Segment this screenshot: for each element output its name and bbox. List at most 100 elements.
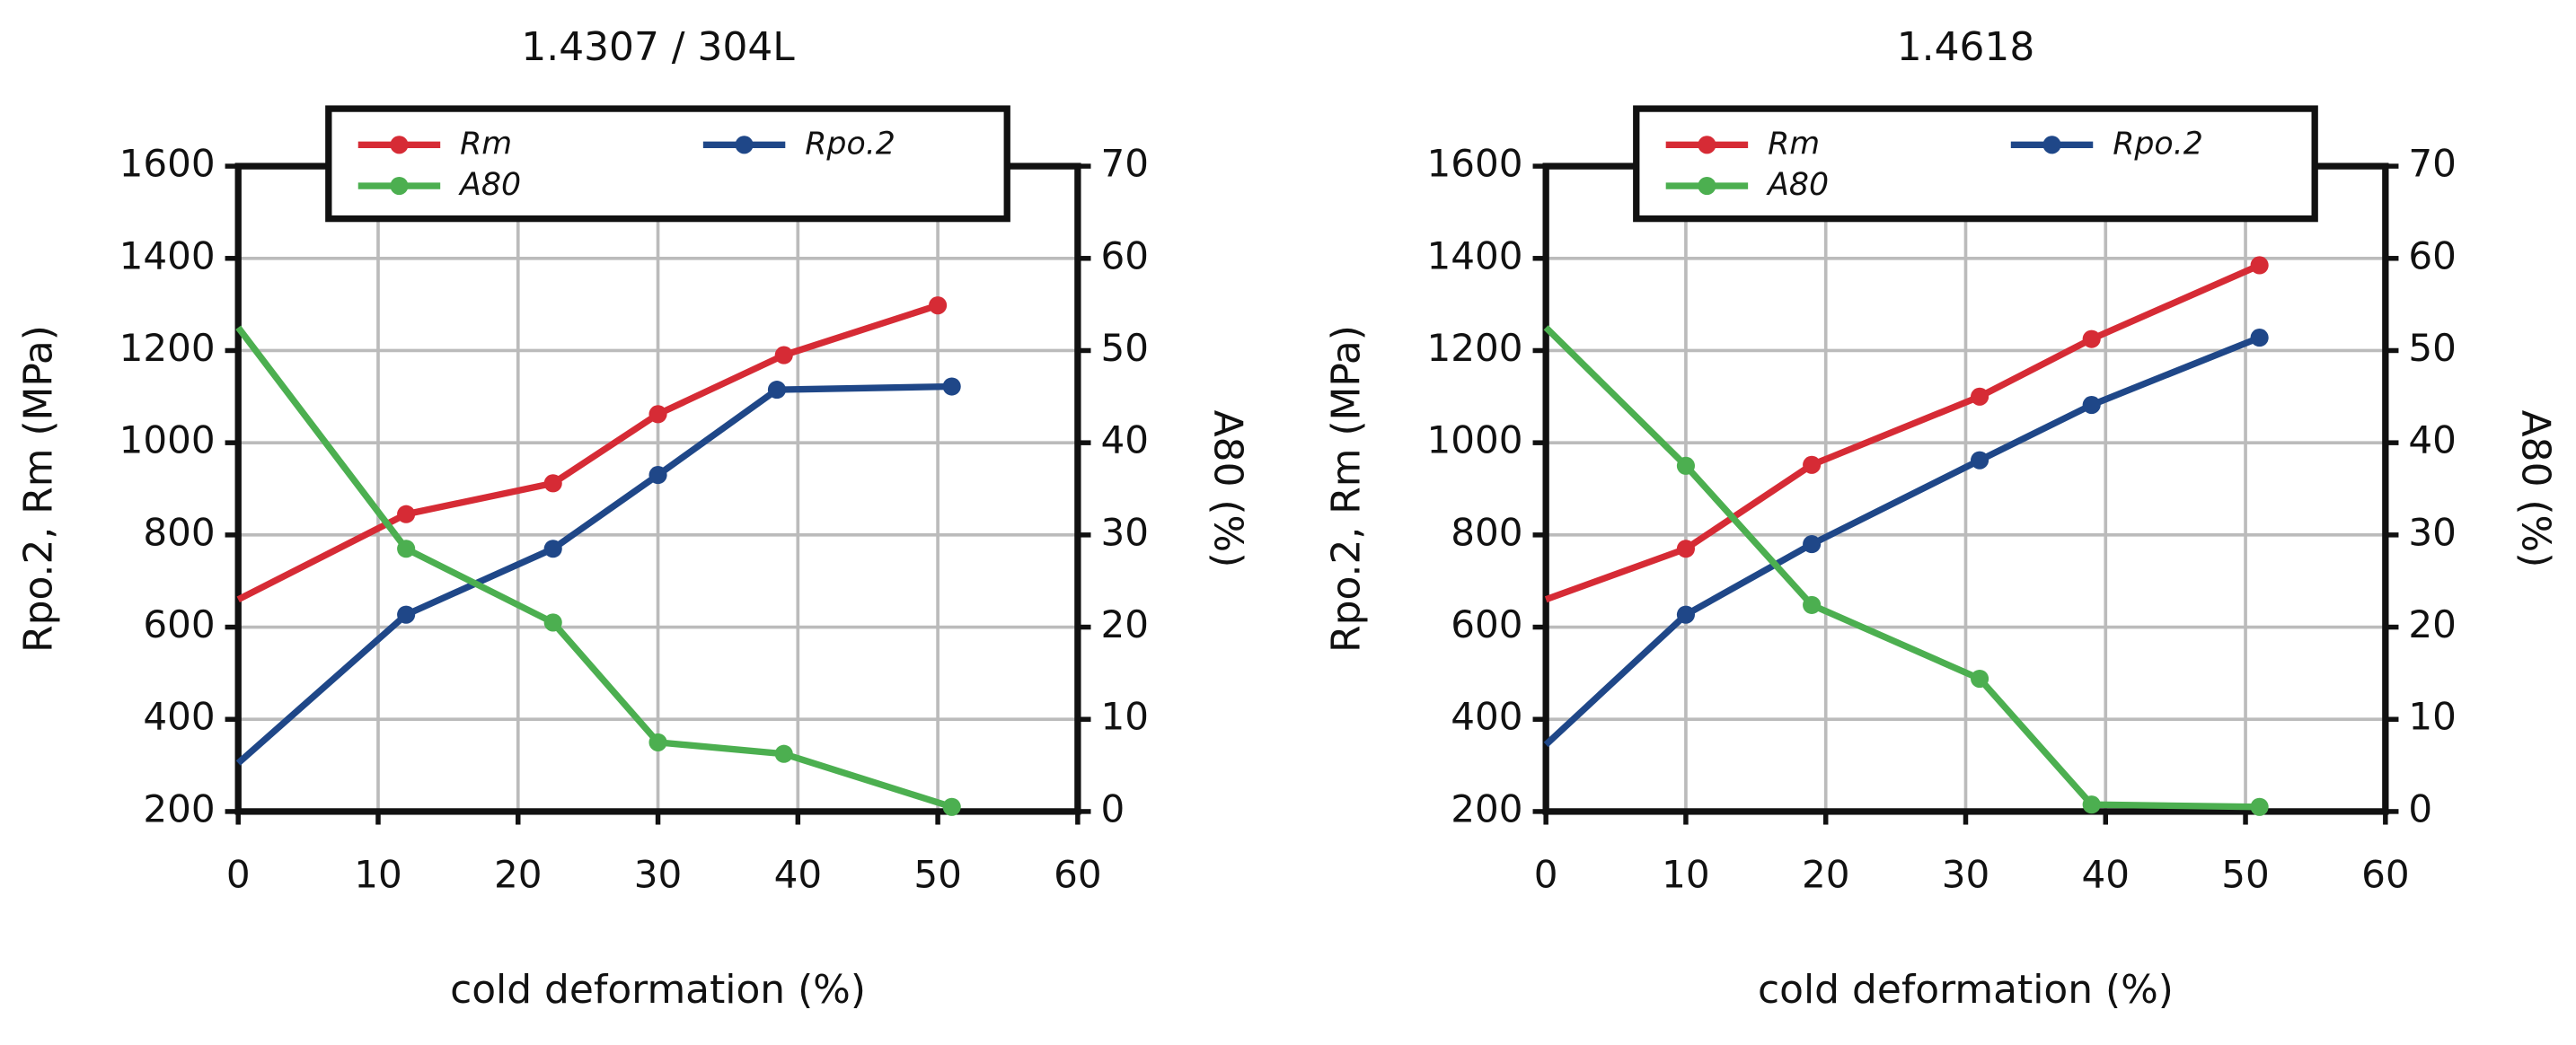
series-line — [1543, 325, 2260, 811]
legend-label: A80 — [458, 167, 521, 203]
point — [648, 733, 667, 751]
point — [2250, 329, 2269, 347]
y-tick-label: 1200 — [1427, 326, 1523, 370]
point — [648, 405, 667, 424]
point — [1803, 455, 1822, 474]
y-tick-label: 600 — [143, 602, 215, 646]
y-tick-label: 1000 — [1427, 418, 1523, 462]
x-axis-label: cold deformation (%) — [1758, 967, 2174, 1013]
y2-tick-label: 20 — [1100, 602, 1149, 646]
y2-tick-label: 50 — [2408, 326, 2457, 370]
point — [774, 744, 793, 763]
legend-marker — [2042, 136, 2061, 154]
legend-label: Rm — [1768, 126, 1820, 162]
point — [1803, 535, 1822, 554]
y2-tick-label: 40 — [2408, 418, 2457, 462]
point — [397, 505, 416, 523]
y-tick-label: 1600 — [1427, 142, 1523, 186]
legend-marker — [390, 136, 409, 154]
point — [2082, 795, 2101, 814]
point — [767, 381, 787, 400]
point — [942, 377, 961, 396]
x-tick-label: 0 — [1534, 853, 1558, 897]
y2-tick-label: 60 — [1100, 233, 1149, 277]
point — [1971, 669, 1989, 689]
y2-tick-label: 70 — [1100, 142, 1149, 186]
y2-tick-label: 70 — [2408, 142, 2457, 186]
y-axis-label: Rpo.2, Rm (MPa) — [16, 325, 62, 653]
y-tick-label: 1200 — [119, 326, 216, 370]
point — [543, 474, 562, 493]
point — [942, 797, 961, 816]
y2-tick-label: 0 — [1100, 786, 1125, 830]
series-line — [236, 302, 940, 602]
legend-marker — [1698, 176, 1716, 196]
y-tick-label: 400 — [1451, 695, 1522, 739]
y2-tick-label: 30 — [2408, 510, 2457, 554]
point — [929, 296, 948, 315]
legend-label: Rm — [460, 126, 512, 162]
legend-marker — [1698, 136, 1716, 154]
chart-title: 1.4307 / 304L — [521, 24, 795, 70]
y2-tick-label: 20 — [2408, 602, 2457, 646]
y2-tick-label: 10 — [2408, 695, 2457, 739]
legend-box — [325, 105, 1010, 223]
series-line — [235, 382, 952, 766]
y2-axis-label: A80 (%) — [1204, 410, 1250, 568]
point — [397, 540, 416, 558]
x-tick-label: 10 — [354, 853, 402, 897]
point — [543, 613, 562, 632]
point — [2250, 797, 2269, 816]
y2-tick-label: 50 — [1100, 326, 1149, 370]
series-line — [1544, 262, 2262, 603]
series-line — [235, 325, 953, 811]
y-tick-label: 400 — [143, 695, 215, 739]
point — [2082, 329, 2101, 348]
x-tick-label: 0 — [226, 853, 251, 897]
y-tick-label: 1400 — [1427, 233, 1523, 277]
y2-tick-label: 10 — [1100, 695, 1149, 739]
point — [397, 605, 416, 624]
x-tick-label: 10 — [1662, 853, 1710, 897]
x-tick-label: 30 — [634, 853, 683, 897]
legend-label: Rpo.2 — [805, 126, 895, 162]
y2-tick-label: 0 — [2408, 786, 2432, 830]
y-axis-label: Rpo.2, Rm (MPa) — [1324, 325, 1370, 653]
x-tick-label: 30 — [1942, 853, 1990, 897]
chart: 0 10 20 30 40 50 60200400600800100012001400160… — [16, 24, 1251, 1013]
legend-label: A80 — [1766, 167, 1829, 203]
y-tick-label: 200 — [1451, 786, 1522, 830]
x-tick-label: 60 — [2361, 853, 2410, 897]
y2-tick-label: 60 — [2408, 233, 2457, 277]
point — [1971, 451, 1989, 470]
series-line — [1543, 334, 2261, 748]
chart-title: 1.4618 — [1897, 24, 2035, 70]
point — [648, 466, 667, 485]
x-tick-label: 20 — [1802, 853, 1850, 897]
y-tick-label: 200 — [143, 786, 215, 830]
point — [1676, 456, 1696, 475]
y-tick-label: 800 — [1451, 510, 1522, 554]
legend-box — [1633, 105, 2318, 223]
y2-tick-label: 40 — [1100, 418, 1149, 462]
point — [1676, 540, 1696, 558]
point — [1971, 387, 1989, 406]
point — [774, 346, 793, 364]
point — [543, 540, 562, 558]
y-tick-label: 1000 — [119, 418, 216, 462]
point — [1803, 595, 1822, 614]
y2-axis-label: A80 (%) — [2512, 410, 2558, 568]
legend-label: Rpo.2 — [2113, 126, 2203, 162]
x-tick-label: 50 — [913, 853, 962, 897]
x-tick-label: 20 — [494, 853, 543, 897]
x-tick-label: 50 — [2221, 853, 2270, 897]
y-tick-label: 600 — [1451, 602, 1522, 646]
y-tick-label: 1400 — [119, 233, 216, 277]
y2-tick-label: 30 — [1100, 510, 1149, 554]
point — [1676, 605, 1696, 624]
point — [2250, 256, 2269, 275]
y-tick-label: 800 — [143, 510, 215, 554]
legend-marker — [735, 136, 754, 154]
